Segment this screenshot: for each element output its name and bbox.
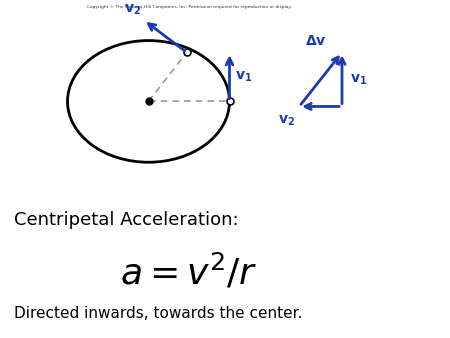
Text: Directed inwards, towards the center.: Directed inwards, towards the center. [14,306,302,321]
Text: $\mathbf{v_2}$: $\mathbf{v_2}$ [125,2,142,17]
Text: $a = v^2/r$: $a = v^2/r$ [120,252,258,291]
Text: $\mathbf{v_2}$: $\mathbf{v_2}$ [278,113,295,128]
Text: Copyright © The McGraw-Hill Companies, Inc. Permission required for reproduction: Copyright © The McGraw-Hill Companies, I… [86,5,292,9]
Text: $\mathbf{v_1}$: $\mathbf{v_1}$ [235,70,252,84]
Text: $\mathbf{v_1}$: $\mathbf{v_1}$ [350,72,367,87]
Text: $\mathbf{\Delta v}$: $\mathbf{\Delta v}$ [306,34,327,48]
Text: Centripetal Acceleration:: Centripetal Acceleration: [14,211,238,229]
